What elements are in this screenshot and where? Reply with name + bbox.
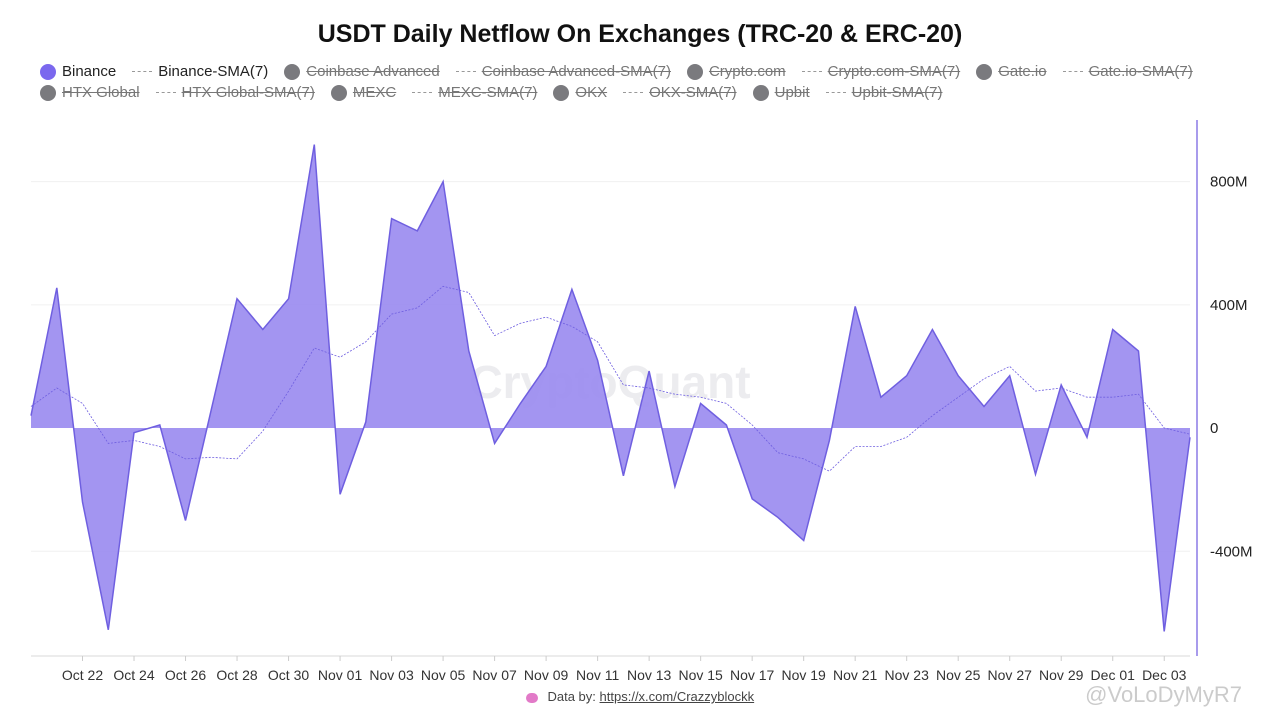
legend-dot-icon bbox=[686, 63, 703, 80]
legend-label: Crypto.com bbox=[708, 63, 786, 80]
legend-item[interactable]: MEXC bbox=[330, 84, 397, 101]
x-tick-label: Oct 26 bbox=[165, 667, 206, 683]
legend-label: Upbit-SMA(7) bbox=[851, 84, 943, 101]
legend-dot-icon bbox=[284, 63, 301, 80]
x-tick-label: Nov 17 bbox=[730, 667, 775, 683]
legend-item[interactable]: Gate.io-SMA(7) bbox=[1062, 63, 1193, 80]
x-tick-label: Nov 07 bbox=[472, 667, 517, 683]
x-tick-label: Oct 22 bbox=[62, 667, 103, 683]
x-tick-label: Oct 30 bbox=[268, 667, 309, 683]
legend-dot-icon bbox=[976, 63, 993, 80]
y-tick-label: -400M bbox=[1210, 543, 1253, 560]
legend-item[interactable]: HTX Global bbox=[40, 84, 140, 101]
legend-label: Coinbase Advanced-SMA(7) bbox=[481, 63, 671, 80]
legend-dot-icon bbox=[752, 84, 769, 101]
legend-label: Crypto.com-SMA(7) bbox=[827, 63, 961, 80]
footer: Data by: https://x.com/Crazzyblockk bbox=[0, 689, 1280, 704]
x-tick-label: Dec 03 bbox=[1142, 667, 1187, 683]
legend-label: HTX Global-SMA(7) bbox=[181, 84, 315, 101]
legend-item[interactable]: HTX Global-SMA(7) bbox=[155, 84, 315, 101]
footer-link[interactable]: https://x.com/Crazzyblockk bbox=[599, 689, 755, 704]
legend-label: Upbit bbox=[774, 84, 810, 101]
y-tick-label: 800M bbox=[1210, 174, 1248, 191]
legend-dot-icon bbox=[40, 84, 56, 101]
legend-item[interactable]: Binance-SMA(7) bbox=[132, 63, 268, 80]
legend-item[interactable]: Crypto.com-SMA(7) bbox=[801, 63, 961, 80]
legend-row: HTX Global HTX Global-SMA(7) MEXC MEXC-SMA(… bbox=[40, 82, 1260, 103]
x-tick-label: Nov 25 bbox=[936, 667, 981, 683]
legend-item[interactable]: Upbit-SMA(7) bbox=[825, 84, 943, 101]
x-tick-label: Nov 11 bbox=[576, 667, 620, 683]
legend-dash-icon bbox=[455, 71, 476, 72]
binance-line bbox=[30, 144, 1191, 632]
legend-item[interactable]: Coinbase Advanced-SMA(7) bbox=[455, 63, 671, 80]
legend-item[interactable]: Binance bbox=[40, 63, 116, 80]
x-tick-label: Nov 19 bbox=[781, 667, 826, 683]
legend-dash-icon bbox=[801, 71, 822, 72]
binance-sma-line bbox=[30, 285, 1191, 472]
legend-item[interactable]: Upbit bbox=[752, 84, 810, 101]
legend-item[interactable]: OKX-SMA(7) bbox=[623, 84, 737, 101]
legend-item[interactable]: MEXC-SMA(7) bbox=[412, 84, 537, 101]
legend-row: Binance Binance-SMA(7) Coinbase Advanced Co… bbox=[40, 61, 1260, 82]
legend-dash-icon bbox=[623, 92, 644, 93]
legend-dot-icon bbox=[330, 84, 347, 101]
x-tick-label: Nov 21 bbox=[833, 667, 878, 683]
legend-dash-icon bbox=[1062, 71, 1083, 72]
x-tick-label: Oct 24 bbox=[113, 667, 154, 683]
legend-label: MEXC-SMA(7) bbox=[438, 84, 538, 101]
x-tick-label: Nov 29 bbox=[1039, 667, 1084, 683]
x-tick-label: Nov 05 bbox=[421, 667, 466, 683]
x-tick-label: Nov 09 bbox=[524, 667, 569, 683]
legend-label: MEXC bbox=[352, 84, 397, 101]
footer-prefix: Data by: bbox=[547, 689, 596, 704]
legend-item[interactable]: Crypto.com bbox=[686, 63, 786, 80]
user-watermark: @VoLoDyMyR7 bbox=[1085, 682, 1242, 707]
binance-area bbox=[31, 144, 1190, 632]
legend-dot-icon bbox=[40, 63, 56, 80]
y-tick-label: 0 bbox=[1210, 420, 1218, 437]
x-tick-label: Nov 13 bbox=[627, 667, 672, 683]
x-tick-label: Nov 23 bbox=[885, 667, 930, 683]
legend-label: Coinbase Advanced bbox=[306, 63, 440, 80]
legend-dash-icon bbox=[412, 92, 433, 93]
legend-label: Gate.io bbox=[998, 63, 1047, 80]
legend-item[interactable]: OKX bbox=[553, 84, 607, 101]
legend-dash-icon bbox=[132, 71, 153, 72]
legend-item[interactable]: Coinbase Advanced bbox=[284, 63, 440, 80]
legend: Binance Binance-SMA(7) Coinbase Advanced Co… bbox=[40, 61, 1260, 103]
y-tick-label: 400M bbox=[1210, 297, 1248, 314]
x-tick-label: Nov 27 bbox=[988, 667, 1033, 683]
chart-title: USDT Daily Netflow On Exchanges (TRC-20 … bbox=[317, 20, 963, 48]
legend-label: Binance bbox=[62, 63, 117, 80]
legend-dot-icon bbox=[553, 84, 570, 101]
legend-label: HTX Global bbox=[62, 84, 140, 101]
x-tick-label: Dec 01 bbox=[1091, 667, 1136, 683]
legend-item[interactable]: Gate.io bbox=[976, 63, 1047, 80]
legend-label: OKX-SMA(7) bbox=[649, 84, 737, 101]
legend-dash-icon bbox=[825, 92, 846, 93]
watermark: CryptoQuant bbox=[469, 356, 750, 408]
x-tick-label: Nov 03 bbox=[369, 667, 414, 683]
x-tick-label: Nov 15 bbox=[678, 667, 723, 683]
legend-label: Gate.io-SMA(7) bbox=[1088, 63, 1193, 80]
legend-label: Binance-SMA(7) bbox=[158, 63, 269, 80]
heart-icon bbox=[525, 692, 538, 703]
legend-label: OKX bbox=[575, 84, 608, 101]
x-tick-label: Oct 28 bbox=[216, 667, 257, 683]
x-tick-label: Nov 01 bbox=[318, 667, 363, 683]
legend-dash-icon bbox=[155, 92, 176, 93]
